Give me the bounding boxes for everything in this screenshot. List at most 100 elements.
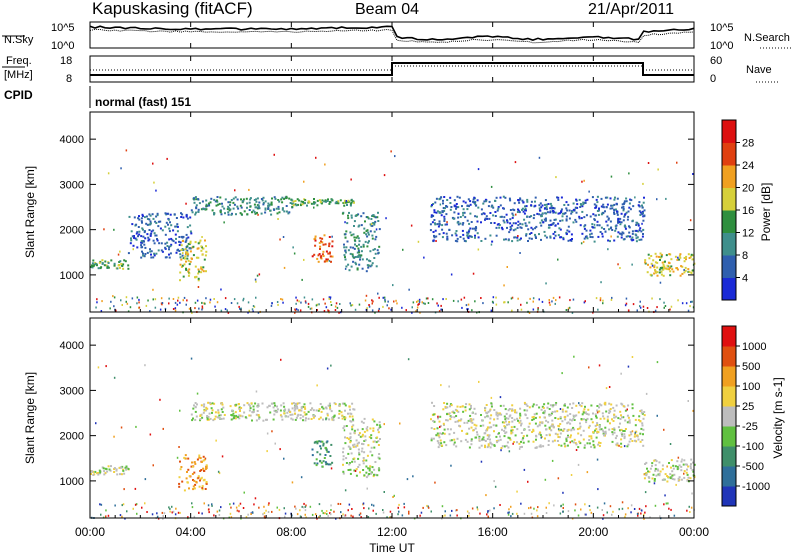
echo-cell	[236, 509, 239, 512]
echo-cell	[90, 266, 93, 268]
echo-cell	[566, 444, 569, 447]
echo-cell	[501, 421, 504, 424]
echo-cell	[591, 223, 594, 226]
echo-cell	[449, 208, 452, 211]
echo-cell	[691, 258, 694, 261]
echo-cell	[524, 205, 526, 208]
echo-cell	[328, 236, 331, 238]
echo-cell	[598, 444, 601, 447]
echo-cell	[315, 304, 318, 307]
echo-cell	[682, 463, 685, 466]
echo-cell	[681, 302, 684, 305]
echo-cell	[150, 230, 153, 233]
echo-cell	[331, 199, 334, 202]
echo-cell	[343, 201, 346, 204]
echo-cell	[620, 212, 623, 215]
echo-cell	[149, 220, 152, 223]
echo-cell	[487, 515, 489, 518]
echo-cell	[506, 226, 508, 229]
echo-cell	[160, 297, 163, 300]
echo-cell	[674, 255, 677, 258]
echo-cell	[683, 472, 685, 475]
echo-cell	[549, 414, 552, 416]
echo-cell	[526, 200, 529, 203]
echo-cell	[513, 209, 516, 212]
echo-cell	[519, 412, 522, 415]
echo-cell	[185, 477, 188, 480]
echo-cell	[305, 516, 307, 519]
echo-cell	[135, 503, 138, 506]
echo-cell	[491, 300, 494, 303]
echo-cell	[201, 416, 204, 419]
echo-cell	[582, 240, 585, 243]
echo-cell	[528, 221, 531, 224]
echo-cell	[499, 396, 502, 399]
echo-cell	[581, 402, 584, 405]
echo-cell	[246, 206, 248, 209]
echo-cell	[609, 505, 612, 508]
echo-cell	[334, 309, 337, 311]
echo-cell	[678, 464, 681, 467]
echo-cell	[513, 236, 516, 239]
echo-cell	[353, 225, 355, 227]
echo-cell	[453, 416, 456, 419]
echo-cell	[454, 239, 457, 242]
echo-cell	[408, 510, 410, 513]
echo-cell	[618, 221, 621, 223]
echo-cell	[559, 416, 562, 419]
echo-cell	[560, 210, 563, 212]
echo-cell	[383, 491, 385, 493]
echo-cell	[355, 245, 358, 248]
echo-cell	[301, 203, 304, 206]
echo-cell	[451, 509, 453, 512]
echo-cell	[257, 311, 260, 314]
echo-cell	[531, 416, 534, 419]
echo-cell	[349, 439, 352, 442]
echo-cell	[609, 408, 612, 410]
echo-cell	[318, 440, 321, 443]
echo-cell	[641, 210, 644, 213]
echo-cell	[509, 218, 512, 221]
echo-cell	[92, 474, 95, 476]
echo-cell	[598, 207, 600, 210]
echo-cell	[520, 502, 522, 505]
echo-cell	[239, 414, 242, 417]
echo-cell	[344, 489, 347, 492]
echo-cell	[523, 212, 526, 215]
echo-cell	[653, 264, 656, 267]
echo-cell	[507, 239, 510, 242]
echo-cell	[326, 414, 329, 417]
echo-cell	[392, 496, 394, 498]
echo-cell	[99, 267, 102, 270]
echo-cell	[243, 404, 246, 407]
echo-cell	[437, 446, 440, 449]
echo-cell	[486, 426, 489, 429]
echo-cell	[650, 262, 653, 265]
echo-cell	[633, 508, 636, 510]
echo-cell	[180, 244, 183, 247]
echo-cell	[298, 199, 301, 202]
echo-cell	[591, 236, 594, 239]
echo-cell	[613, 409, 616, 412]
echo-cell	[601, 509, 603, 511]
echo-cell	[353, 201, 355, 204]
echo-cell	[181, 240, 184, 242]
echo-cell	[542, 445, 545, 448]
echo-cell	[580, 204, 583, 207]
echo-cell	[508, 450, 511, 453]
echo-cell	[688, 270, 691, 273]
echo-cell	[671, 478, 674, 480]
echo-cell	[531, 419, 534, 421]
echo-cell	[468, 235, 471, 238]
echo-cell	[277, 205, 280, 208]
echo-cell	[548, 299, 550, 301]
echo-cell	[445, 298, 447, 300]
echo-cell	[647, 253, 650, 256]
echo-cell	[240, 206, 243, 209]
echo-cell	[295, 416, 298, 419]
echo-cell	[482, 202, 485, 205]
echo-cell	[177, 296, 180, 299]
echo-cell	[643, 517, 645, 520]
echo-cell	[527, 425, 530, 428]
echo-cell	[361, 258, 364, 261]
